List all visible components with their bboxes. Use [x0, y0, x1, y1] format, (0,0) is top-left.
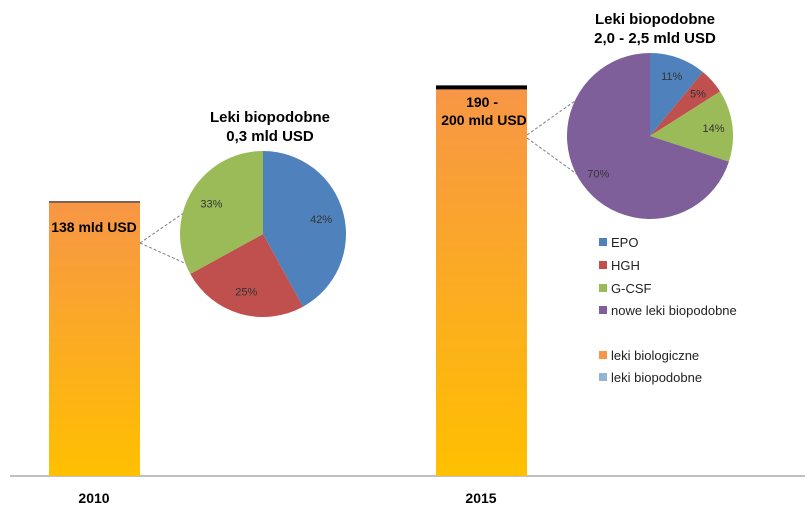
pie1-slice-hgh [190, 234, 303, 318]
pie1-label-hgh: 25% [235, 287, 257, 299]
legend-swatch-bar_top [599, 351, 607, 359]
legend-swatch-hgh [599, 261, 607, 269]
pie1-label-g-csf: 33% [200, 198, 222, 210]
bar-2010-biopodobne [49, 201, 140, 203]
legend-label-epo: EPO [611, 235, 638, 250]
legend: EPO HGH G-CSF nowe leki biopodobne leki biol… [599, 235, 737, 385]
pie2-slice-hgh [650, 72, 721, 136]
pie2-label-hgh: 5% [690, 89, 706, 101]
x-tick-2015: 2015 [465, 490, 496, 506]
bar-label-2010: 138 mld USD [51, 219, 137, 235]
bar-label-2015: 190 - 200 mld USD [441, 94, 527, 128]
pie2-label-nowe: 70% [587, 169, 609, 181]
legend-label-g-csf: G-CSF [611, 281, 652, 296]
pie-2015: 11% 5% 14% 70% [566, 53, 733, 219]
pie2-label-epo: 11% [661, 71, 682, 83]
legend-swatch-bio [599, 373, 607, 381]
legend-swatch-g-csf [599, 284, 607, 292]
bar-2015-biopodobne [436, 85, 527, 90]
legend-label-hgh: HGH [611, 258, 640, 273]
pie2-slice-epo [650, 53, 703, 136]
pie2-title-line2: 2,0 - 2,5 mld USD [594, 30, 716, 47]
pie2-slice-g-csf [650, 91, 733, 162]
pie1-label-epo: 42% [310, 214, 332, 226]
pie2-label-g-csf: 14% [702, 123, 724, 135]
pie1-title-line2: 0,3 mld USD [226, 128, 314, 145]
legend-label-nowe: nowe leki biopodobne [611, 303, 737, 318]
pie1-title-line1: Leki biopodobne [210, 109, 330, 126]
pie2-slice-nowe [566, 53, 729, 219]
bar-label-2015-line1: 190 - [466, 94, 498, 110]
legend-swatch-epo [599, 238, 607, 246]
legend-label-bio: leki biopodobne [611, 370, 702, 385]
bar-2010-biologiczne [49, 202, 140, 476]
connector-2015-lower [526, 137, 579, 176]
x-tick-2010: 2010 [78, 490, 109, 506]
pie1-slice-g-csf [179, 151, 263, 274]
bar-label-2015-line2: 200 mld USD [441, 112, 527, 128]
pie-2010: 42% 25% 33% [179, 151, 346, 318]
legend-label-bar_top: leki biologiczne [611, 348, 699, 363]
pie1-slice-epo [263, 151, 346, 307]
bar-2015-biologiczne [436, 89, 527, 477]
legend-swatch-nowe [599, 306, 607, 314]
pie2-title-line1: Leki biopodobne [595, 11, 715, 28]
